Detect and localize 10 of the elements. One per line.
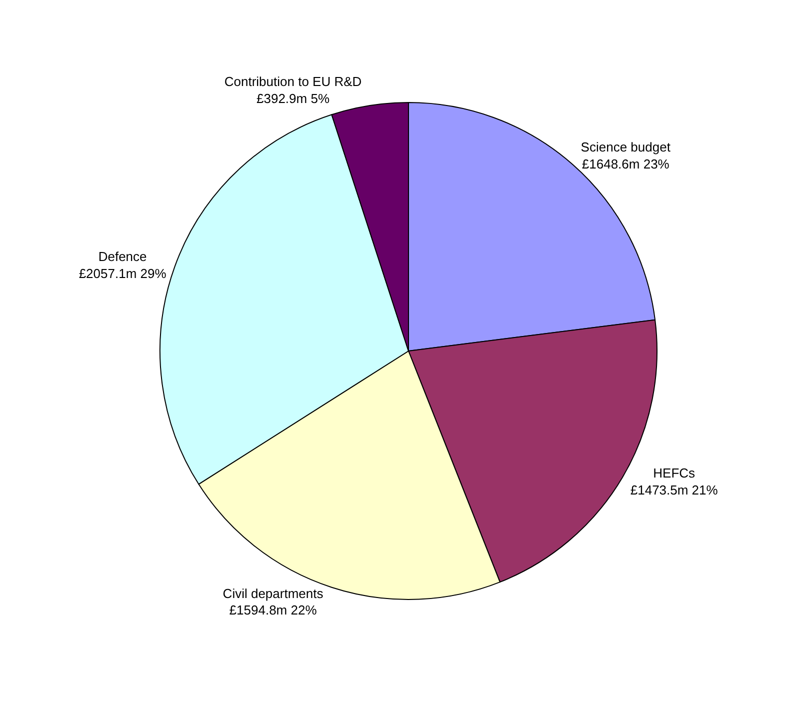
data-label: £392.9m 5% (256, 90, 330, 106)
data-label: £1473.5m 21% (630, 482, 718, 498)
data-label: £2057.1m 29% (78, 266, 167, 281)
slice-label: Contribution to EU R&D (224, 74, 362, 90)
slice-label: Defence (98, 249, 147, 264)
slice-label: HEFCs (653, 466, 696, 481)
slice-label: Science budget (580, 140, 671, 155)
data-label: £1648.6m 23% (582, 156, 670, 172)
slice-label: Civil departments (222, 586, 324, 601)
data-label: £1594.8m 22% (229, 602, 318, 618)
